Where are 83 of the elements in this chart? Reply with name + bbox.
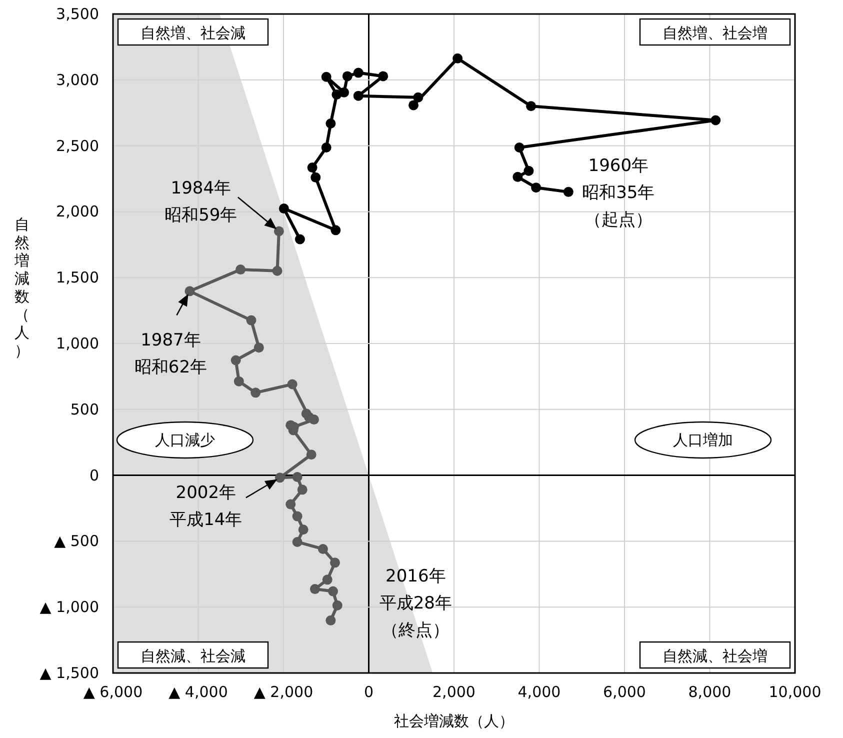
point: [332, 600, 342, 610]
point: [292, 511, 302, 522]
point: [322, 574, 332, 585]
point: [278, 204, 289, 214]
annotation: 自然増、社会増: [662, 24, 768, 42]
annotation: 2016年平成28年（終点）: [379, 566, 452, 640]
point: [297, 484, 308, 495]
point: [301, 408, 312, 419]
point: [234, 376, 244, 386]
point: [286, 499, 296, 510]
point: [342, 71, 352, 82]
point: [250, 388, 261, 398]
point: [246, 315, 256, 326]
point: [287, 379, 298, 390]
annotation: 人口増加: [673, 431, 733, 449]
point: [524, 166, 534, 176]
point: [292, 472, 302, 482]
x-tick-label: 6,000: [603, 683, 646, 701]
point: [310, 584, 320, 594]
point: [292, 536, 302, 547]
point: [298, 524, 308, 535]
point: [254, 342, 264, 353]
y-tick-label: 1,500: [56, 268, 99, 287]
y-axis-title: 自然増減数（人）: [14, 216, 30, 360]
point: [184, 286, 195, 296]
x-tick-label: ▲ 2,000: [254, 683, 314, 701]
x-tick-label: 8,000: [688, 683, 732, 701]
point: [378, 71, 388, 82]
point: [452, 53, 463, 64]
y-tick-label: 2,000: [56, 202, 99, 221]
point: [274, 472, 285, 483]
y-tick-label: 2,500: [56, 136, 99, 155]
point: [353, 68, 364, 78]
point: [563, 186, 574, 197]
annotation: 自然増、社会減: [140, 24, 246, 42]
point: [326, 118, 336, 129]
x-tick-label: ▲ 6,000: [83, 683, 143, 701]
y-tick-label: ▲ 1,500: [40, 664, 99, 682]
point: [326, 615, 336, 626]
annotation: 人口減少: [155, 431, 215, 449]
annotation: 1960年昭和35年（起点）: [582, 156, 655, 230]
y-tick-label: 500: [70, 400, 99, 418]
x-tick-label: ▲ 4,000: [168, 683, 228, 701]
point: [236, 264, 246, 275]
point: [230, 355, 241, 366]
x-tick-label: 4,000: [518, 683, 561, 701]
y-tick-label: ▲ 500: [54, 532, 99, 550]
point: [321, 142, 332, 153]
point: [328, 586, 338, 596]
point: [332, 90, 342, 100]
point: [310, 172, 321, 182]
point: [274, 226, 284, 236]
point: [294, 234, 305, 244]
point: [321, 72, 332, 82]
y-tick-label: 3,000: [56, 70, 99, 89]
point: [512, 172, 523, 182]
point: [514, 142, 524, 153]
x-tick-label: 0: [364, 683, 374, 701]
x-tick-label: 2,000: [432, 683, 476, 701]
x-axis-title: 社会増減数（人）: [394, 712, 514, 730]
point: [408, 100, 419, 110]
point: [307, 162, 318, 173]
point: [330, 558, 340, 568]
point: [318, 544, 328, 554]
point: [353, 90, 364, 101]
point: [526, 101, 536, 112]
point: [531, 182, 542, 193]
x-tick-label: 10,000: [768, 683, 822, 701]
point: [413, 92, 424, 102]
y-tick-label: 0: [89, 466, 99, 484]
point: [330, 225, 341, 236]
annotation: 1984年昭和59年: [164, 178, 238, 226]
point: [306, 450, 316, 460]
annotation: 自然減、社会減: [140, 647, 246, 665]
y-tick-label: ▲ 1,000: [40, 598, 99, 616]
annotation: 自然減、社会増: [662, 647, 768, 665]
point: [308, 414, 319, 425]
point: [710, 115, 721, 126]
y-tick-label: 3,500: [56, 5, 99, 23]
annotation: 2002年平成14年: [170, 483, 242, 530]
annotation: 1987年昭和62年: [134, 330, 208, 378]
y-tick-label: 1,000: [56, 334, 99, 352]
point: [272, 266, 282, 276]
